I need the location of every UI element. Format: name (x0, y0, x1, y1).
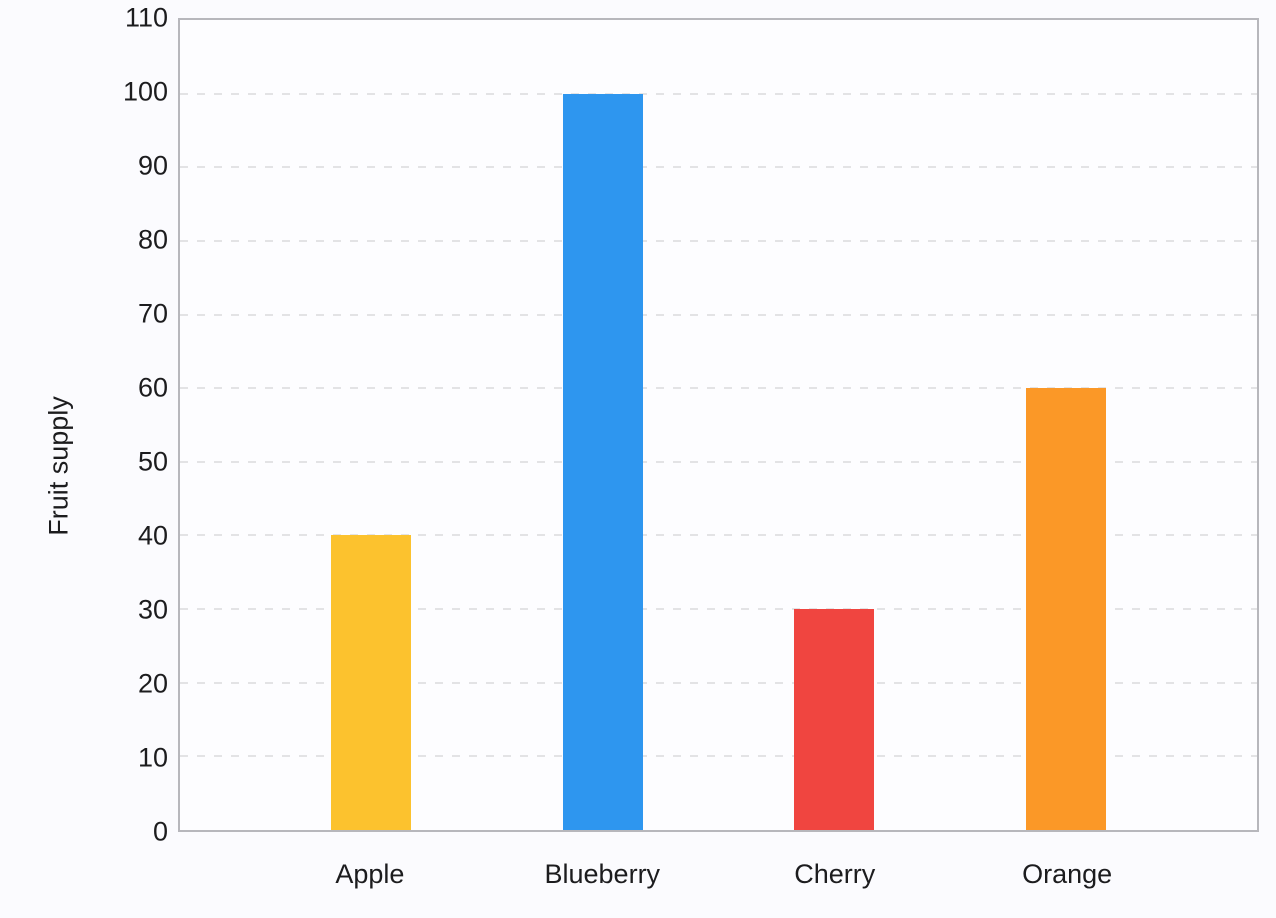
y-tick-label: 90 (137, 150, 168, 181)
y-tick-label: 60 (137, 372, 168, 403)
bars (180, 20, 1257, 830)
gridlines (180, 20, 1257, 830)
y-tick-label: 30 (137, 594, 168, 625)
x-category-label: Blueberry (544, 859, 661, 889)
y-tick-label: 110 (124, 2, 168, 33)
gridline (180, 755, 1257, 758)
y-tick-label: 40 (137, 520, 168, 551)
y-tick-label: 100 (122, 76, 168, 107)
gridline (180, 313, 1257, 316)
gridline (180, 387, 1257, 390)
gridline (180, 681, 1257, 684)
x-category-label: Apple (335, 859, 405, 889)
y-tick-label: 50 (137, 446, 168, 477)
y-tick-label: 20 (137, 668, 168, 699)
bar-apple (331, 535, 412, 830)
gridline (180, 608, 1257, 611)
y-tick-label: 80 (137, 224, 168, 255)
gridline (180, 166, 1257, 169)
y-axis-tick-labels: 0 10 20 30 40 50 60 70 80 90 100 110 (0, 4, 168, 845)
gridline (180, 239, 1257, 242)
y-tick-label: 70 (137, 298, 168, 329)
bar-cherry (794, 609, 875, 830)
bar-blueberry (562, 93, 643, 830)
x-axis-category-labels: Apple Blueberry Cherry Orange (178, 852, 1259, 896)
y-tick-label: 10 (137, 742, 168, 773)
bar-orange (1025, 388, 1106, 830)
y-tick-label: 0 (152, 816, 168, 847)
plot-area (178, 18, 1259, 832)
x-category-label: Orange (1022, 859, 1113, 889)
gridline (180, 92, 1257, 95)
x-category-label: Cherry (794, 859, 876, 889)
gridline (180, 460, 1257, 463)
gridline (180, 534, 1257, 537)
